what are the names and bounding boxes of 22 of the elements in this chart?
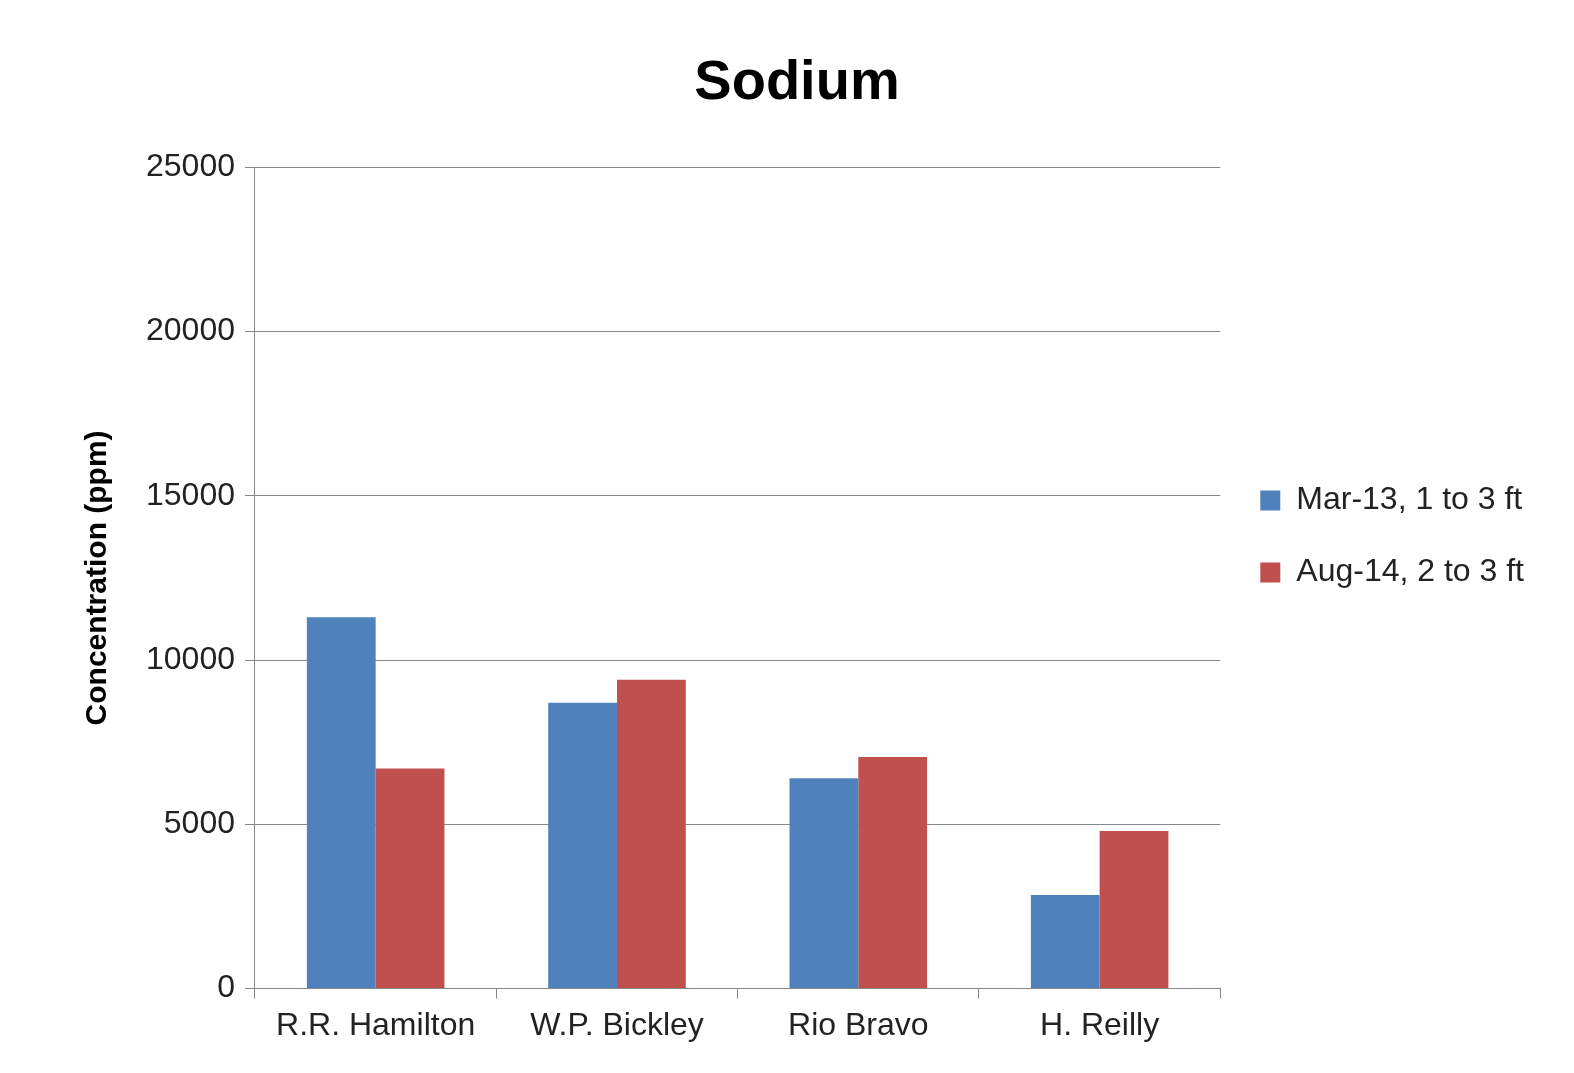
y-tick-label: 10000: [146, 639, 235, 676]
chart-title: Sodium: [694, 48, 900, 112]
y-axis-title: Concentration (ppm): [79, 430, 113, 726]
bar: [616, 679, 686, 989]
legend-label: Mar-13, 1 to 3 ft: [1296, 480, 1523, 517]
y-tick-label: 25000: [146, 147, 235, 184]
bar: [375, 768, 445, 989]
y-tick-label: 5000: [163, 804, 235, 841]
y-tick-label: 20000: [146, 311, 235, 348]
x-tick-label: Rio Bravo: [788, 1005, 929, 1042]
legend-label: Aug-14, 2 to 3 ft: [1296, 552, 1525, 589]
bar: [789, 778, 859, 989]
x-tick-label: W.P. Bickley: [530, 1005, 704, 1042]
x-tick-label: H. Reilly: [1040, 1005, 1160, 1042]
bar: [548, 702, 617, 989]
bar: [858, 756, 928, 989]
y-tick-label: 15000: [146, 475, 235, 512]
y-tick-label: 0: [217, 968, 235, 1005]
bar: [1030, 894, 1100, 989]
x-tick-label: R.R. Hamilton: [276, 1005, 476, 1042]
bar: [1099, 830, 1169, 989]
bar: [306, 617, 376, 989]
